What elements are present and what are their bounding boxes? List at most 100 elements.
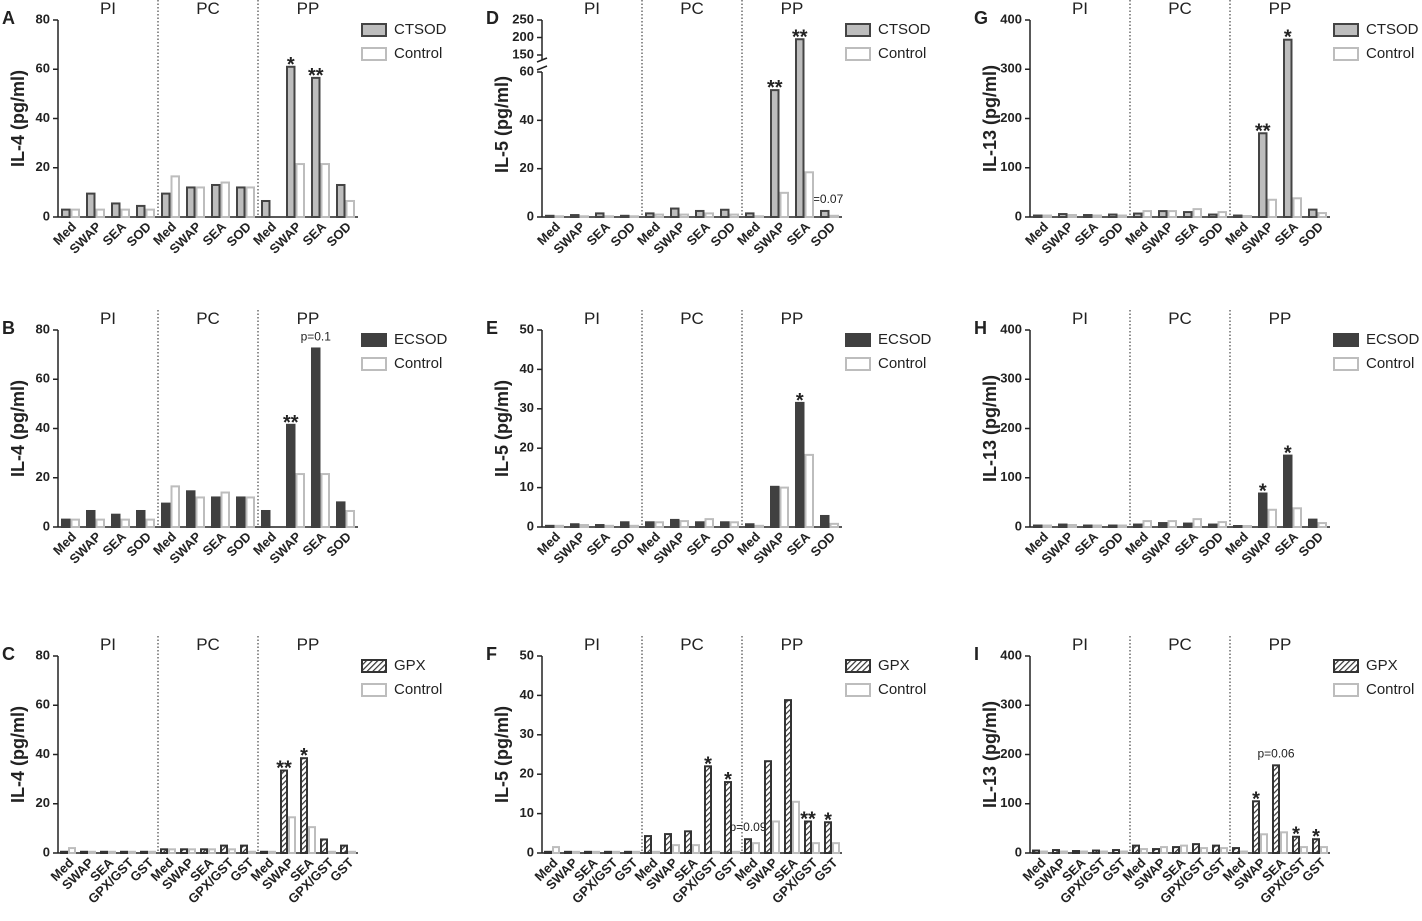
bar	[770, 89, 780, 218]
x-tick-label: SOD	[608, 529, 639, 560]
y-tick-label: 20	[520, 160, 534, 175]
bar	[1158, 210, 1168, 218]
significance-label: **	[1255, 120, 1271, 142]
y-tick-label: 200	[1000, 420, 1022, 435]
bar	[1033, 524, 1043, 529]
bar	[1208, 213, 1218, 219]
bar	[188, 848, 196, 854]
panel-label: I	[974, 644, 979, 664]
bar	[328, 850, 336, 855]
bar	[1132, 844, 1140, 855]
bar	[128, 850, 136, 855]
significance-label: *	[1292, 824, 1300, 846]
bar	[1167, 210, 1177, 218]
bar	[245, 186, 255, 218]
bar	[570, 214, 580, 218]
bar	[664, 833, 672, 854]
bar	[670, 207, 680, 219]
legend-label: ECSOD	[1366, 331, 1420, 348]
bar	[1080, 850, 1088, 855]
bar	[286, 423, 296, 528]
bar	[770, 485, 780, 528]
bar	[280, 769, 288, 855]
legend-label: Control	[1366, 681, 1414, 698]
bar	[170, 175, 180, 218]
y-tick-label: 40	[520, 112, 534, 127]
x-tick-label: SOD	[224, 219, 255, 250]
bar	[1142, 520, 1152, 528]
bar	[1083, 524, 1093, 529]
y-tick-label: 10	[520, 805, 534, 820]
bar	[208, 848, 216, 854]
bar	[654, 521, 664, 529]
bar	[645, 521, 655, 529]
bar	[320, 838, 328, 855]
bar	[1212, 844, 1220, 855]
bar	[592, 850, 600, 854]
y-tick-label: 100	[1000, 469, 1022, 484]
bar	[829, 214, 839, 219]
group-label: PI	[1072, 0, 1088, 18]
significance-label: **	[276, 758, 292, 780]
y-tick-label: 200	[512, 29, 534, 44]
x-tick-label: SEA	[100, 529, 130, 559]
legend-label: Control	[1366, 355, 1414, 372]
significance-label: **	[767, 77, 783, 99]
x-tick-label: SEA	[1172, 529, 1202, 559]
group-label: PC	[680, 309, 704, 328]
bar	[1040, 850, 1048, 855]
bar	[554, 524, 564, 528]
group-label: PI	[1072, 635, 1088, 654]
bar	[288, 816, 296, 854]
bar	[764, 760, 772, 854]
bar	[604, 215, 614, 218]
significance-label: *	[1259, 481, 1267, 503]
bar	[195, 186, 205, 218]
significance-label: *	[796, 390, 804, 412]
bar	[704, 518, 714, 528]
bar	[245, 496, 255, 528]
y-tick-label: 150	[512, 46, 534, 61]
bar	[629, 215, 639, 218]
bar	[720, 208, 730, 218]
legend-label: CTSOD	[394, 21, 447, 38]
bar	[1152, 848, 1160, 854]
y-axis-label: IL-4 (pg/ml)	[8, 380, 28, 477]
bar	[160, 848, 168, 854]
x-tick-label: SOD	[1196, 529, 1227, 560]
panel-label: A	[2, 8, 15, 28]
bar	[595, 212, 605, 218]
bar	[1042, 214, 1052, 219]
bar	[1312, 838, 1320, 855]
bar	[624, 850, 632, 854]
bar	[1192, 843, 1200, 854]
group-label: PC	[196, 635, 220, 654]
legend-label: Control	[1366, 45, 1414, 62]
bar	[120, 208, 130, 219]
significance-label: *	[1284, 27, 1292, 49]
bar	[108, 850, 116, 855]
bar	[336, 501, 346, 528]
bar	[1100, 850, 1108, 855]
bar	[554, 215, 564, 218]
legend-swatch	[845, 683, 871, 697]
break-mark	[536, 65, 548, 71]
bar	[1317, 212, 1327, 218]
y-tick-label: 80	[36, 321, 50, 336]
y-tick-label: 30	[520, 400, 534, 415]
x-tick-label: SEA	[1072, 219, 1102, 249]
x-tick-label: SEA	[300, 529, 330, 559]
x-tick-label: SOD	[324, 529, 355, 560]
bar	[1052, 849, 1060, 854]
bar	[161, 502, 171, 528]
bar	[544, 850, 552, 854]
bar	[1317, 522, 1327, 528]
y-axis-label: IL-13 (pg/ml)	[980, 701, 1000, 808]
legend-label: Control	[394, 45, 442, 62]
x-tick-label: SEA	[684, 219, 714, 249]
bar	[1220, 847, 1228, 854]
legend-swatch	[845, 23, 871, 37]
group-label: PP	[781, 635, 804, 654]
